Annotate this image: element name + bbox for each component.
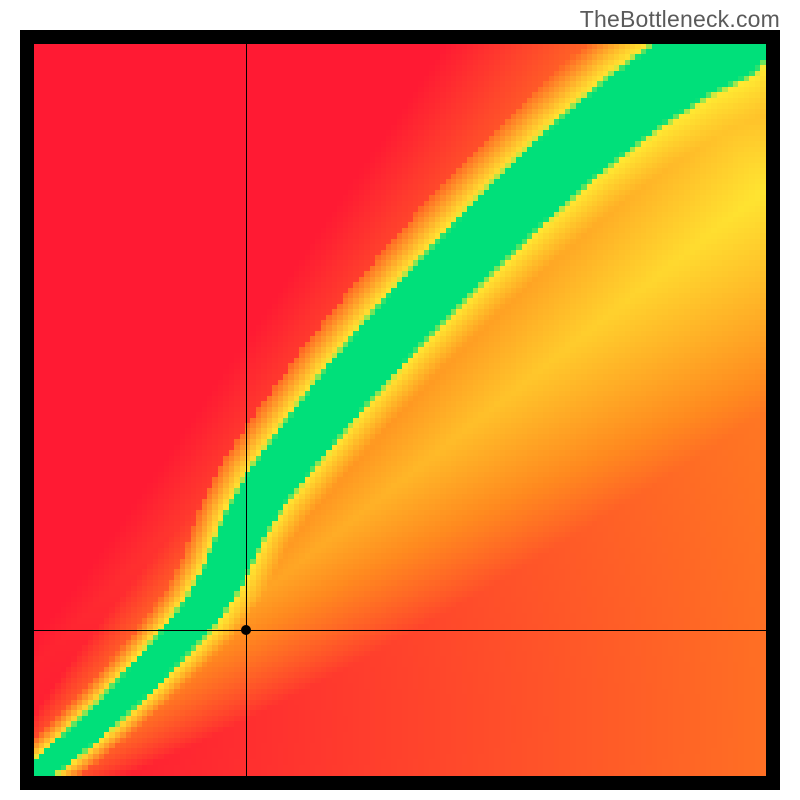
chart-frame: TheBottleneck.com <box>0 0 800 800</box>
heatmap-canvas <box>34 44 766 776</box>
source-watermark: TheBottleneck.com <box>580 6 780 33</box>
heatmap-plot-area <box>34 44 766 776</box>
